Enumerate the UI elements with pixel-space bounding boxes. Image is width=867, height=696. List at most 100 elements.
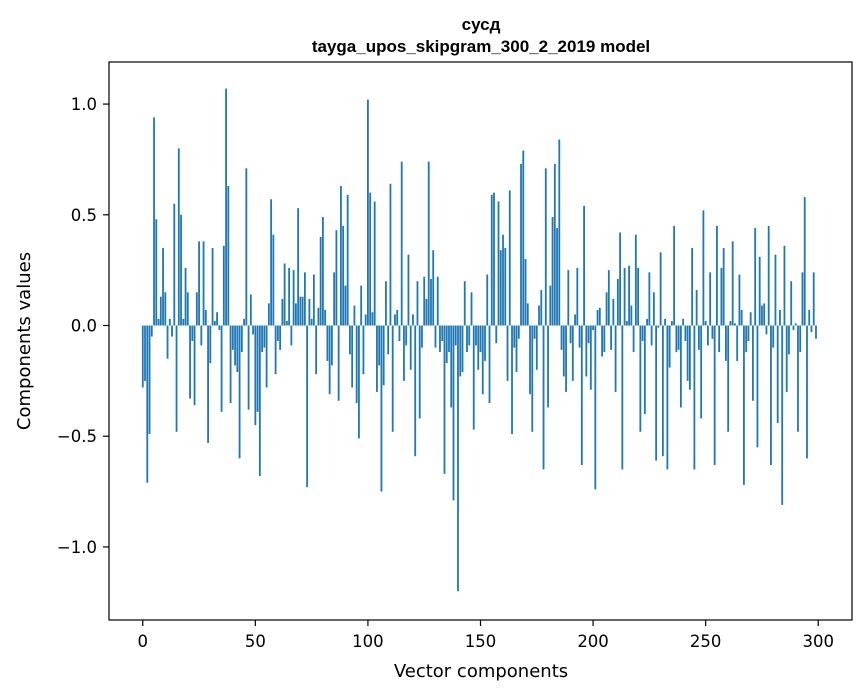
bar-157 [495,325,498,344]
bar-254 [713,325,716,465]
bar-263 [734,323,736,326]
chart-subtitle: tayga_upos_skipgram_300_2_2019 model [312,37,650,56]
bar-23 [193,325,196,406]
bar-100 [367,99,369,326]
y-tick-label: 1.0 [71,95,97,114]
bar-74 [308,298,311,326]
bar-291 [797,325,799,432]
bar-202 [596,310,599,326]
y-tick-label: −1.0 [57,538,97,557]
bar-14 [173,203,176,326]
bar-81 [324,310,327,326]
bar-235 [670,321,673,326]
bar-15 [175,325,178,432]
bar-295 [806,325,808,459]
bar-51 [256,325,259,412]
bar-43 [238,325,241,459]
bar-106 [380,325,383,492]
bar-46 [245,168,248,326]
bar-199 [589,325,592,390]
bar-288 [790,281,793,326]
bar-28 [204,310,207,326]
bar-146 [470,292,473,326]
bar-137 [450,325,453,408]
bar-194 [578,325,581,348]
bar-131 [436,276,439,326]
bar-115 [400,161,403,326]
bar-113 [396,310,399,326]
bar-296 [808,310,811,326]
bar-286 [785,325,788,392]
bar-5 [153,117,155,326]
bar-27 [202,241,205,326]
bar-127 [427,161,430,326]
bar-150 [479,325,482,353]
bar-239 [679,325,682,408]
bar-180 [547,325,549,408]
bar-149 [477,325,480,370]
bar-205 [603,325,606,353]
bar-153 [486,274,489,326]
bar-63 [283,263,286,326]
bar-216 [628,265,630,326]
bar-144 [466,325,468,353]
bar-283 [779,310,781,326]
bar-57 [270,199,273,326]
bar-143 [463,281,466,326]
bar-120 [412,314,414,326]
bar-272 [754,228,757,326]
bar-228 [655,325,658,461]
bar-222 [641,325,644,341]
bar-179 [544,168,547,326]
bar-39 [229,325,232,403]
y-axis-label: Components values [14,252,35,430]
bar-279 [770,325,772,465]
bar-31 [211,248,214,326]
bar-40 [231,325,234,350]
bar-4 [150,325,153,337]
bar-215 [625,321,628,326]
bar-293 [801,272,804,326]
bar-161 [504,248,507,326]
bar-55 [265,325,268,388]
bar-11 [166,325,169,359]
bar-22 [191,325,194,341]
bar-189 [567,270,570,326]
bar-65 [288,267,291,326]
bar-75 [310,318,313,326]
bar-118 [407,254,410,326]
bar-59 [274,325,277,375]
bar-236 [673,225,676,326]
bar-171 [526,303,529,326]
bar-126 [425,298,428,326]
bar-214 [623,267,626,326]
x-tick-label: 300 [802,632,834,651]
bar-29 [207,325,209,443]
bar-18 [182,318,185,326]
bar-87 [337,325,340,401]
bar-185 [558,139,561,326]
bar-230 [659,252,662,326]
x-axis-label: Vector components [394,661,568,682]
bar-136 [448,325,450,353]
bar-275 [761,305,763,326]
bar-30 [209,325,212,364]
bar-6 [155,219,158,326]
bar-160 [502,234,504,326]
bar-201 [594,325,597,490]
bar-132 [439,325,441,353]
bar-233 [666,325,669,470]
bar-117 [405,325,408,346]
x-tick-label: 50 [245,632,266,651]
bar-200 [592,325,594,330]
bar-121 [414,325,417,457]
bar-129 [432,250,435,326]
x-axis-ticks: 0 50 100 150 200 250 300 [138,620,834,651]
bar-238 [677,325,680,350]
bar-290 [794,323,797,326]
bar-174 [533,325,536,339]
x-tick-label: 100 [352,632,384,651]
bar-116 [403,325,405,381]
bar-36 [222,245,225,326]
bar-156 [493,192,495,326]
